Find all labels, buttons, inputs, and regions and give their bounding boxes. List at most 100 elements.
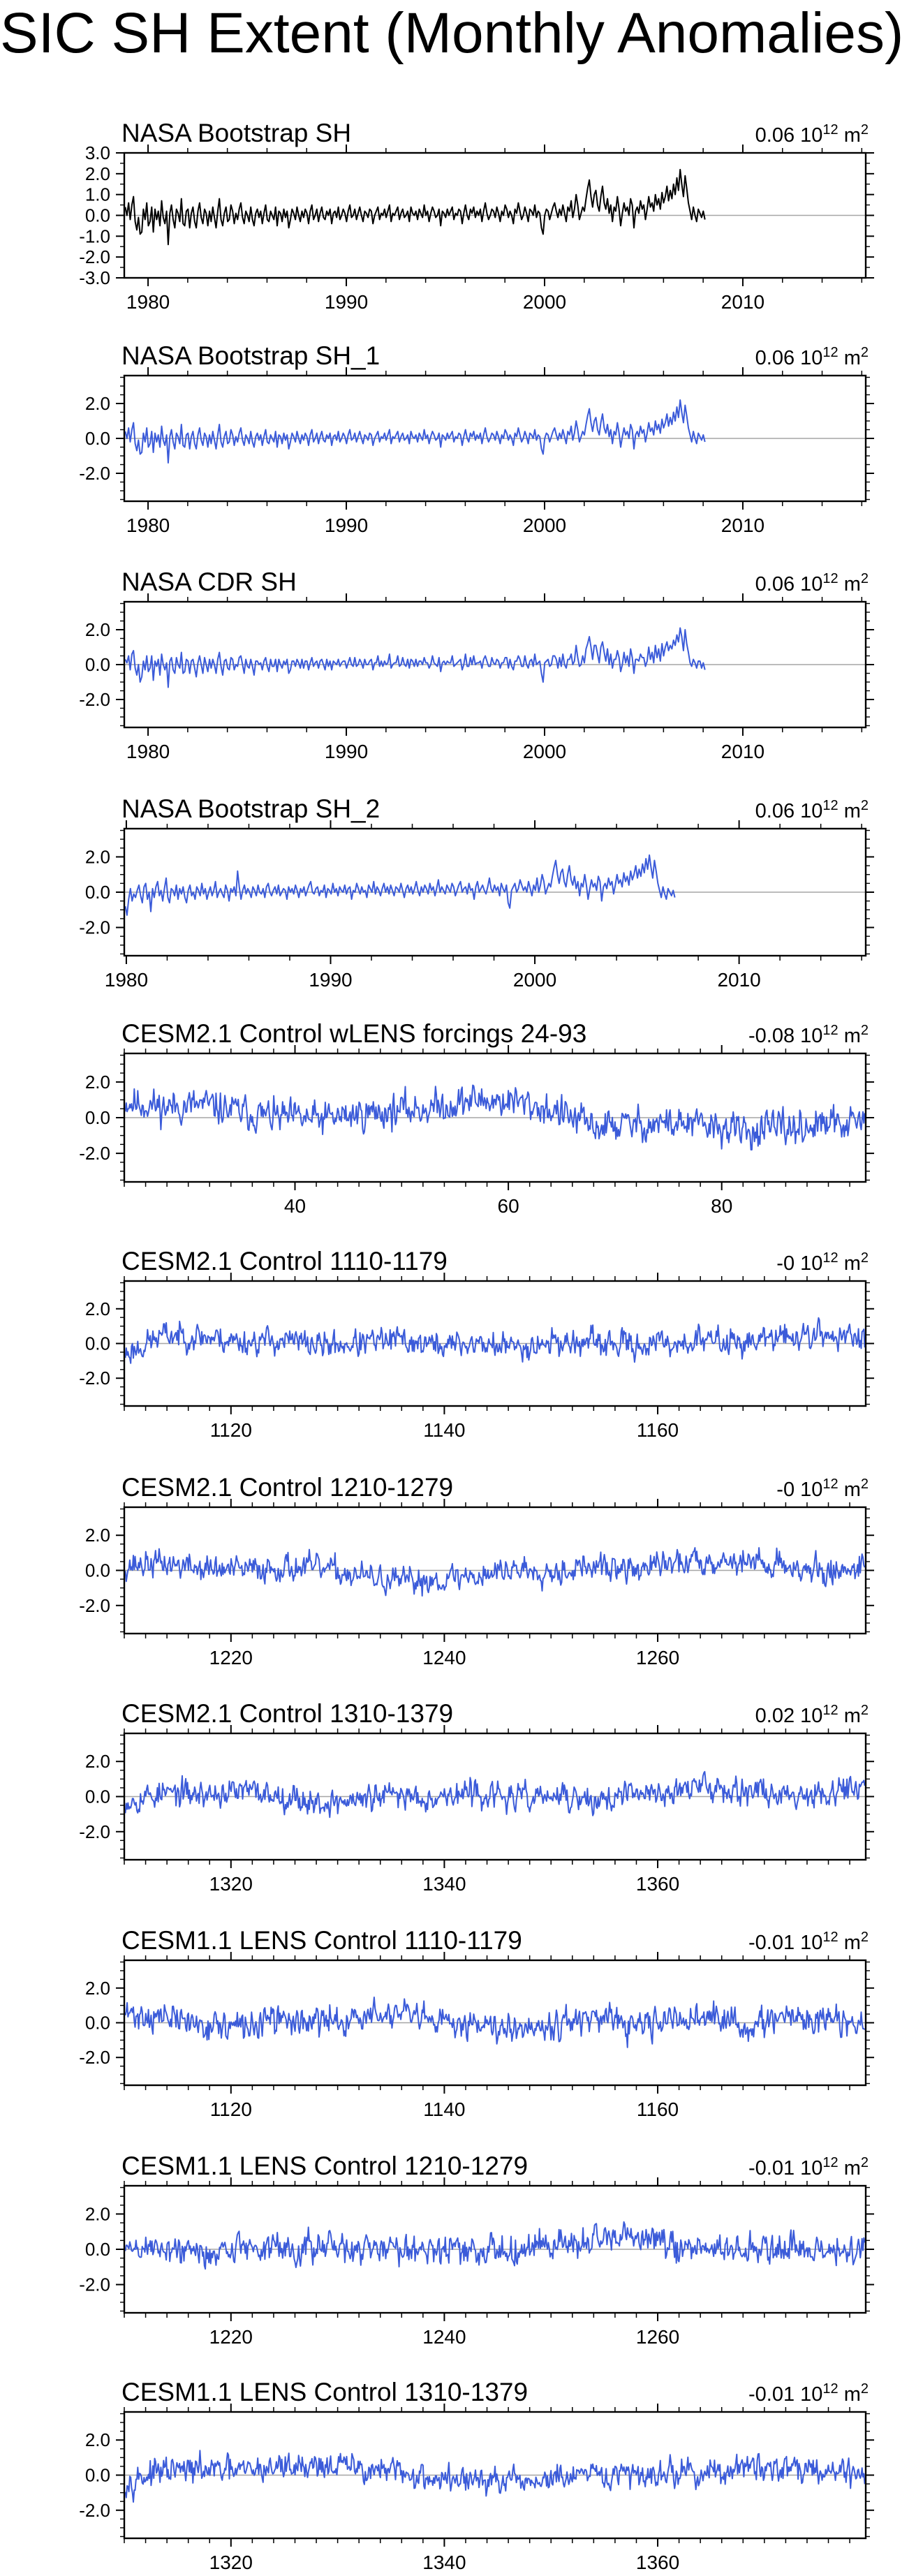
series-line: [124, 1084, 866, 1150]
panel-stat-label: -0.01 1012 m2: [748, 2155, 869, 2179]
panel-title: NASA Bootstrap SH_2: [121, 794, 380, 823]
panel-stat-label: 0.06 1012 m2: [755, 798, 869, 822]
x-tick-label: 1160: [637, 1419, 679, 1441]
series-line: [124, 2450, 866, 2503]
x-tick-label: 1140: [423, 1419, 465, 1441]
x-tick-label: 2000: [523, 291, 566, 313]
panel-title: CESM2.1 Control 1110-1179: [121, 1247, 448, 1275]
y-tick-label: -2.0: [79, 463, 110, 484]
x-tick-label: 1340: [422, 1873, 466, 1895]
y-tick-label: -2.0: [79, 2500, 110, 2521]
y-tick-label: -1.0: [79, 225, 110, 246]
figure-title: SIC SH Extent (Monthly Anomalies): [0, 1, 904, 65]
y-tick-label: 0.0: [85, 2013, 110, 2034]
chart-panel: CESM2.1 Control wLENS forcings 24-93 -0.0…: [79, 1019, 874, 1217]
x-tick-label: 1260: [636, 1647, 679, 1668]
panel-stat-label: -0.08 1012 m2: [748, 1023, 869, 1047]
panel-title: NASA Bootstrap SH_1: [121, 341, 380, 370]
series-line: [124, 399, 706, 464]
series-line: [124, 1317, 866, 1364]
x-tick-label: 1320: [209, 2552, 253, 2573]
y-tick-label: 2.0: [85, 163, 110, 184]
series-line: [124, 1997, 866, 2048]
y-tick-label: 2.0: [85, 619, 110, 640]
panel-stat-label: -0.01 1012 m2: [748, 2381, 869, 2406]
x-tick-label: 1990: [309, 969, 352, 991]
y-tick-label: 2.0: [85, 2203, 110, 2224]
y-tick-label: 2.0: [85, 393, 110, 414]
panel-stat-label: -0 1012 m2: [776, 1476, 869, 1501]
panel-title: CESM2.1 Control 1210-1279: [121, 1473, 453, 1502]
x-tick-label: 2010: [721, 291, 764, 313]
x-tick-label: 1240: [422, 1647, 466, 1668]
y-tick-label: -2.0: [79, 2274, 110, 2295]
y-tick-label: -2.0: [79, 917, 110, 938]
y-tick-label: -2.0: [79, 689, 110, 710]
panel-stat-label: -0 1012 m2: [776, 1250, 869, 1275]
panel-title: CESM2.1 Control wLENS forcings 24-93: [121, 1019, 586, 1048]
y-tick-label: 0.0: [85, 2239, 110, 2260]
y-tick-label: 0.0: [85, 1786, 110, 1807]
x-tick-label: 1340: [422, 2552, 466, 2573]
series-line: [124, 1547, 866, 1597]
x-tick-label: 1990: [325, 741, 368, 762]
series-line: [124, 2221, 866, 2270]
chart-panel: CESM2.1 Control 1110-1179 -0 1012 m2 1120 1…: [79, 1247, 874, 1441]
x-tick-label: 1980: [126, 515, 170, 536]
y-tick-label: -2.0: [79, 246, 110, 267]
panel-title: CESM1.1 LENS Control 1210-1279: [121, 2152, 528, 2180]
y-tick-label: 2.0: [85, 2429, 110, 2450]
panel-title: NASA Bootstrap SH: [121, 119, 351, 147]
x-tick-label: 1980: [105, 969, 148, 991]
y-tick-label: 0.0: [85, 654, 110, 675]
panel-stat-label: 0.02 1012 m2: [755, 1703, 869, 1727]
x-tick-label: 1980: [126, 291, 170, 313]
y-tick-label: -2.0: [79, 1821, 110, 1842]
x-tick-label: 2010: [721, 515, 764, 536]
y-tick-label: 2.0: [85, 1978, 110, 1999]
chart-panel: NASA Bootstrap SH_2 0.06 1012 m2 1980 1990 2…: [79, 794, 874, 991]
y-tick-label: -2.0: [79, 2047, 110, 2068]
panel-title: CESM1.1 LENS Control 1110-1179: [121, 1926, 522, 1955]
chart-panel: CESM2.1 Control 1310-1379 0.02 1012 m2 132…: [79, 1699, 874, 1895]
y-tick-label: 0.0: [85, 882, 110, 903]
x-tick-label: 2000: [513, 969, 556, 991]
chart-panel: NASA Bootstrap SH_1 0.06 1012 m2 1980 1990 2…: [79, 341, 874, 536]
series-line: [124, 168, 706, 246]
chart-panel: NASA Bootstrap SH 0.06 1012 m2 1980 1990 200…: [79, 119, 874, 313]
y-tick-label: 0.0: [85, 1107, 110, 1128]
x-tick-label: 1360: [636, 1873, 679, 1895]
y-tick-label: 2.0: [85, 1072, 110, 1093]
series-line: [124, 627, 706, 688]
y-tick-label: 2.0: [85, 1525, 110, 1546]
y-tick-label: 0.0: [85, 1333, 110, 1354]
panel-stat-label: 0.06 1012 m2: [755, 122, 869, 147]
y-tick-label: 0.0: [85, 205, 110, 226]
x-tick-label: 2000: [523, 741, 566, 762]
x-tick-label: 2000: [523, 515, 566, 536]
x-tick-label: 1140: [423, 2098, 465, 2120]
x-tick-label: 1980: [126, 741, 170, 762]
panel-stat-label: 0.06 1012 m2: [755, 571, 869, 595]
x-tick-label: 2010: [721, 741, 764, 762]
y-tick-label: 0.0: [85, 2465, 110, 2486]
y-tick-label: 2.0: [85, 1751, 110, 1772]
y-tick-label: -2.0: [79, 1368, 110, 1389]
y-tick-label: -2.0: [79, 1143, 110, 1164]
x-tick-label: 60: [498, 1195, 519, 1217]
series-line: [124, 854, 676, 916]
panel-title: CESM1.1 LENS Control 1310-1379: [121, 2378, 528, 2406]
chart-panel: NASA CDR SH 0.06 1012 m2 1980 1990 2000 2010 2…: [79, 568, 874, 762]
x-tick-label: 2010: [717, 969, 760, 991]
x-tick-label: 1160: [637, 2098, 679, 2120]
x-tick-label: 1990: [325, 291, 368, 313]
y-tick-label: -2.0: [79, 1595, 110, 1616]
x-tick-label: 1990: [325, 515, 368, 536]
chart-panel: CESM1.1 LENS Control 1310-1379 -0.01 1012…: [79, 2378, 874, 2573]
y-tick-label: 1.0: [85, 184, 110, 205]
x-tick-label: 1120: [210, 2098, 252, 2120]
x-tick-label: 1120: [210, 1419, 252, 1441]
panel-title: NASA CDR SH: [121, 568, 297, 596]
